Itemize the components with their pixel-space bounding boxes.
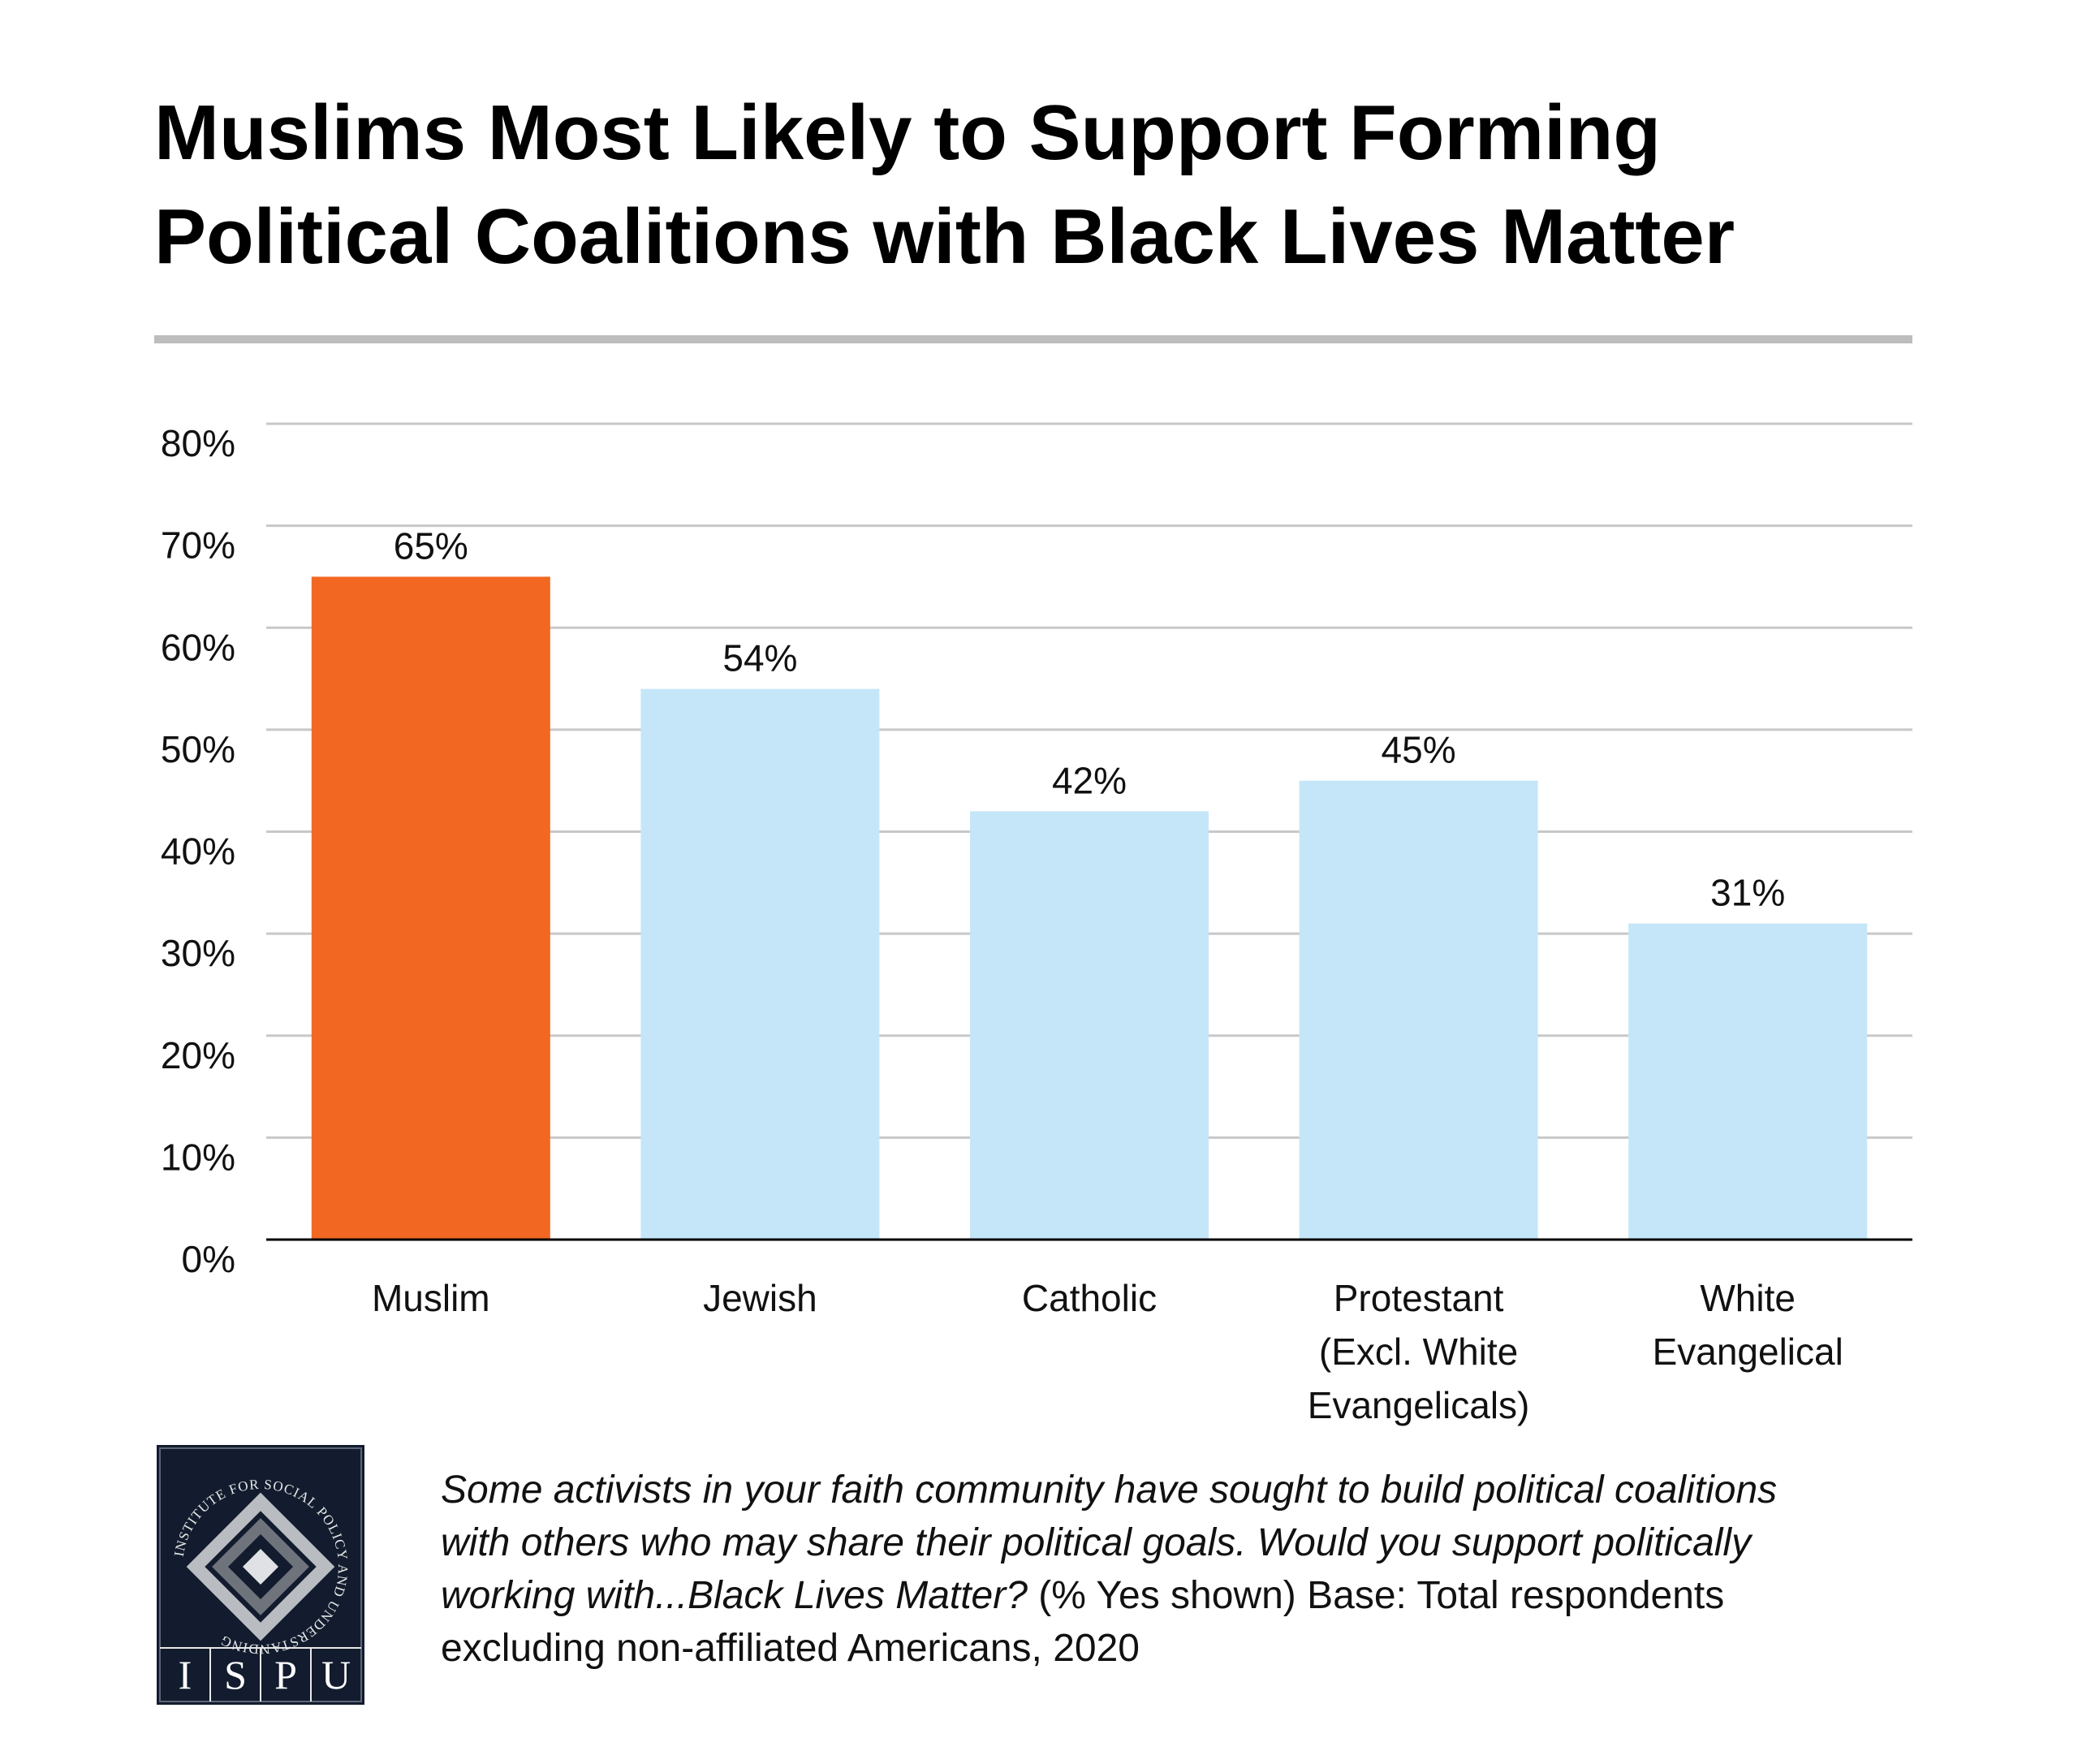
bar-value-label: 45%: [1382, 729, 1456, 771]
x-tick-label: Jewish: [703, 1277, 817, 1319]
x-tick-label: Protestant: [1334, 1277, 1504, 1319]
y-tick-label: 30%: [161, 932, 235, 974]
caption-question-text: Some activists in your faith community h…: [441, 1469, 1778, 1512]
y-tick-label: 80%: [161, 422, 235, 464]
bar: [1299, 780, 1538, 1240]
logo-diamond-outer: [186, 1492, 335, 1641]
caption-note-text: excluding non-affiliated Americans, 2020: [441, 1627, 1140, 1670]
chart-title: Muslims Most Likely to Support Forming P…: [154, 81, 1940, 289]
logo-diamond-middle: [212, 1518, 309, 1615]
title-divider: [154, 335, 1912, 343]
y-tick-label: 40%: [161, 830, 235, 873]
bar-value-label: 31%: [1710, 872, 1785, 914]
caption-line: with others who may share their politica…: [441, 1516, 1967, 1569]
caption-note-text: (% Yes shown) Base: Total respondents: [1027, 1574, 1725, 1617]
caption-question-text: with others who may share their politica…: [441, 1521, 1752, 1564]
survey-question-caption: Some activists in your faith community h…: [441, 1464, 1967, 1675]
title-line-1: Muslims Most Likely to Support Forming: [154, 89, 1662, 176]
bar: [970, 811, 1209, 1240]
y-tick-label: 0%: [182, 1238, 235, 1280]
x-tick-label: Evangelicals): [1308, 1384, 1530, 1426]
y-tick-label: 10%: [161, 1136, 235, 1178]
logo-letter: P: [274, 1652, 297, 1697]
caption-line: working with...Black Lives Matter? (% Ye…: [441, 1569, 1967, 1622]
bar-chart: 0% 10% 20% 30% 40% 50% 60% 70% 80% 65% Muslim 54% Je…: [161, 422, 1912, 1426]
caption-line: excluding non-affiliated Americans, 2020: [441, 1622, 1967, 1675]
logo-letter: S: [224, 1652, 247, 1697]
logo-letter: I: [179, 1652, 192, 1697]
caption-question-text: working with...Black Lives Matter?: [441, 1574, 1028, 1617]
ispu-logo: INSTITUTE FOR SOCIAL POLICY AND UNDERSTA…: [157, 1445, 364, 1705]
bar-value-label: 54%: [722, 637, 797, 679]
x-tick-label: White: [1700, 1277, 1796, 1319]
bar-value-label: 65%: [394, 524, 468, 567]
bar: [311, 576, 550, 1240]
logo-diamond-inner: [243, 1549, 278, 1585]
y-tick-label: 70%: [161, 524, 235, 567]
y-tick-label: 20%: [161, 1034, 235, 1076]
x-tick-label: Evangelical: [1653, 1331, 1843, 1373]
x-tick-label: (Excl. White: [1319, 1331, 1518, 1373]
logo-letter: U: [321, 1652, 351, 1697]
y-tick-label: 50%: [161, 728, 235, 770]
bar-value-label: 42%: [1052, 759, 1127, 801]
x-tick-label: Catholic: [1022, 1277, 1157, 1319]
bar: [640, 688, 880, 1240]
y-tick-label: 60%: [161, 626, 235, 668]
bar: [1628, 923, 1868, 1240]
title-line-2: Political Coalitions with Black Lives Ma…: [154, 193, 1735, 280]
x-tick-label: Muslim: [372, 1277, 490, 1319]
caption-line: Some activists in your faith community h…: [441, 1464, 1967, 1516]
